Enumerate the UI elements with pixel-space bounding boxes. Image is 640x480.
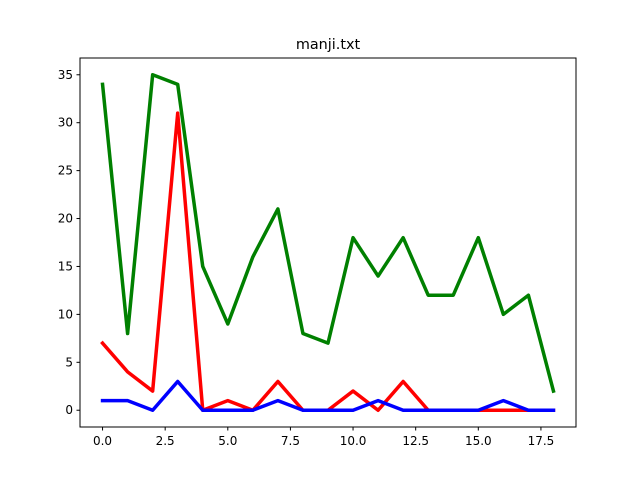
- y-tick-label: 35: [58, 68, 73, 82]
- y-tick-label: 20: [58, 212, 73, 226]
- series-line-2: [100, 73, 556, 394]
- x-tick-label: 0.0: [93, 434, 112, 448]
- x-tick-label: 15.0: [465, 434, 492, 448]
- y-tick-label: 5: [65, 355, 73, 369]
- y-tick-label: 30: [58, 116, 73, 130]
- y-tick-label: 10: [58, 307, 73, 321]
- series-layer: [100, 73, 556, 412]
- x-tick-label: 17.5: [528, 434, 555, 448]
- y-tick-label: 0: [65, 403, 73, 417]
- x-tick-label: 12.5: [402, 434, 429, 448]
- x-tick-label: 7.5: [281, 434, 300, 448]
- y-axis: 0 5 10 15 20 25 30 35: [58, 68, 80, 417]
- chart-title: manji.txt: [296, 37, 361, 53]
- plot-frame: [79, 57, 577, 428]
- y-tick-label: 25: [58, 164, 73, 178]
- y-tick-label: 15: [58, 259, 73, 273]
- x-axis: 0.0 2.5 5.0 7.5 10.0 12.5 15.0 17.5: [93, 427, 554, 448]
- series-line-3: [100, 379, 556, 412]
- x-tick-label: 10.0: [340, 434, 367, 448]
- x-tick-label: 2.5: [156, 434, 175, 448]
- x-tick-label: 5.0: [218, 434, 237, 448]
